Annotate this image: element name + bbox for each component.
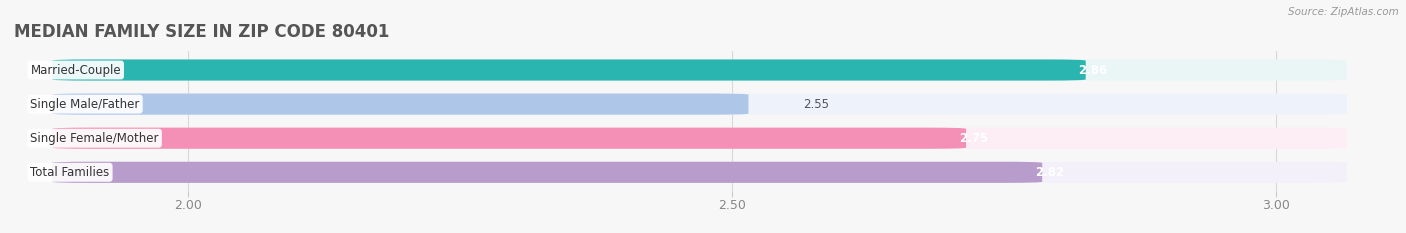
FancyBboxPatch shape	[52, 59, 1347, 81]
FancyBboxPatch shape	[52, 128, 1347, 149]
FancyBboxPatch shape	[52, 162, 1042, 183]
Text: Single Male/Father: Single Male/Father	[31, 98, 139, 111]
Text: 2.82: 2.82	[1035, 166, 1064, 179]
Text: Source: ZipAtlas.com: Source: ZipAtlas.com	[1288, 7, 1399, 17]
Text: Total Families: Total Families	[31, 166, 110, 179]
Text: MEDIAN FAMILY SIZE IN ZIP CODE 80401: MEDIAN FAMILY SIZE IN ZIP CODE 80401	[14, 23, 389, 41]
Text: 2.75: 2.75	[959, 132, 988, 145]
FancyBboxPatch shape	[52, 93, 1347, 115]
FancyBboxPatch shape	[52, 59, 1085, 81]
Text: Married-Couple: Married-Couple	[31, 64, 121, 76]
FancyBboxPatch shape	[52, 128, 966, 149]
FancyBboxPatch shape	[52, 93, 748, 115]
Text: 2.86: 2.86	[1078, 64, 1108, 76]
Text: Single Female/Mother: Single Female/Mother	[31, 132, 159, 145]
Text: 2.55: 2.55	[803, 98, 830, 111]
FancyBboxPatch shape	[52, 162, 1347, 183]
